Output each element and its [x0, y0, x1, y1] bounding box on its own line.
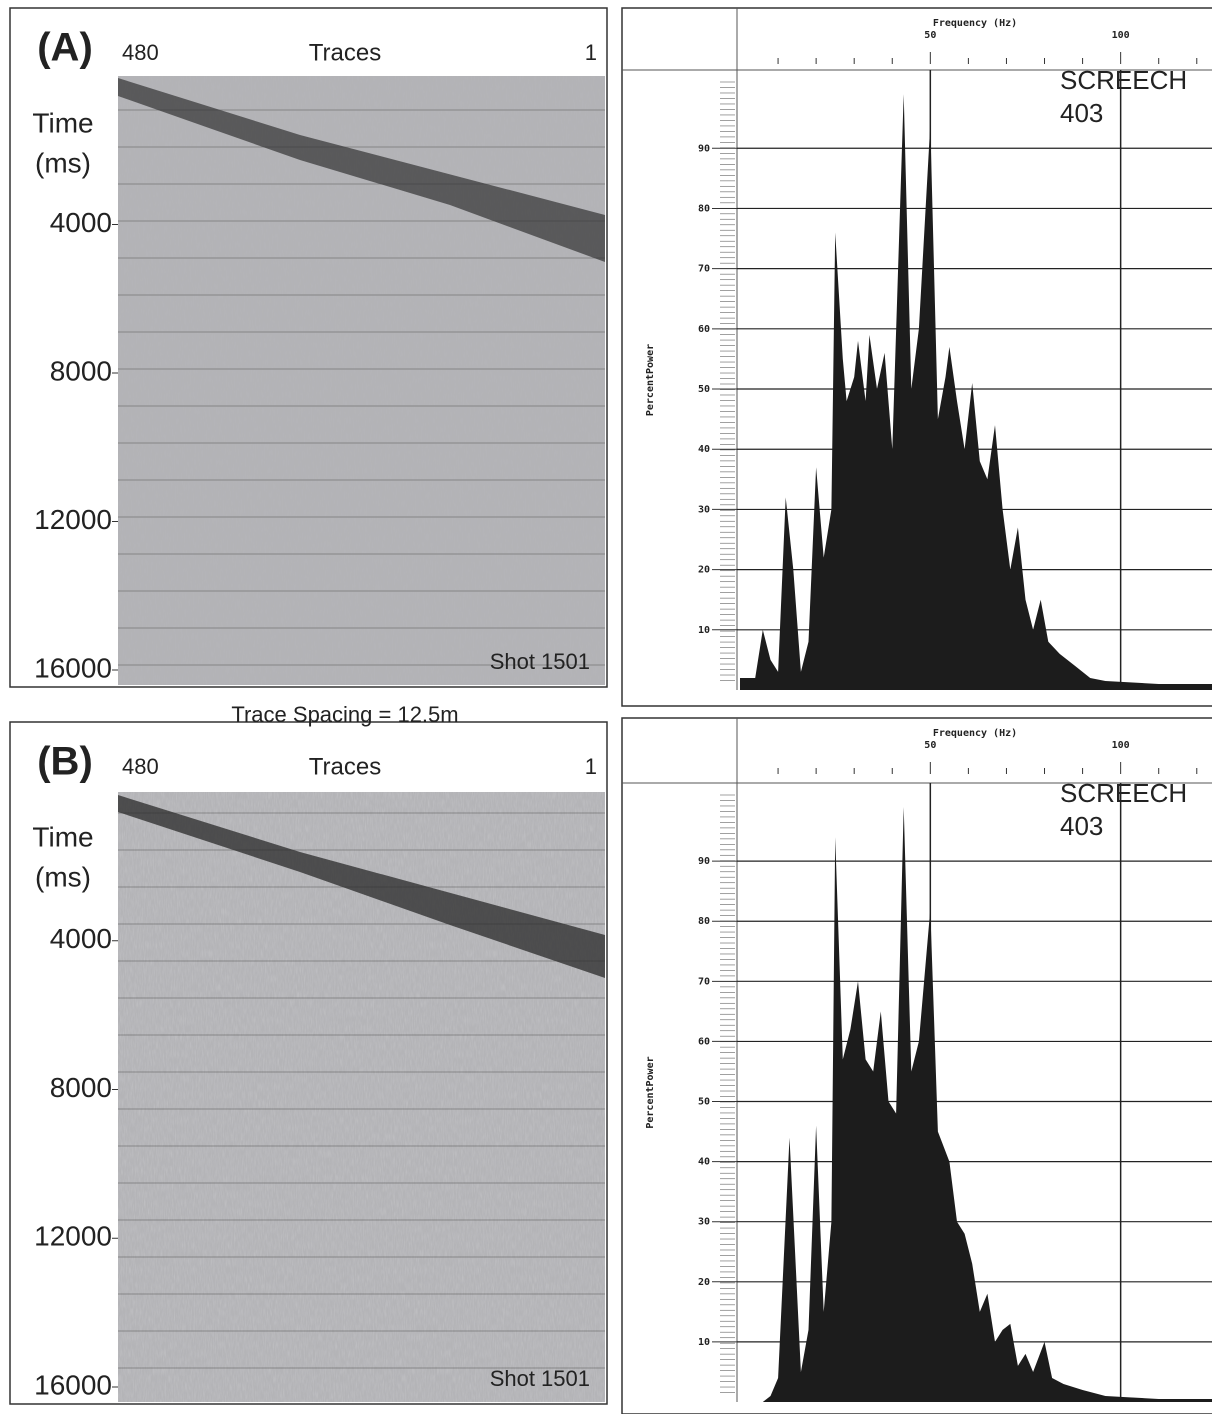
y-tick-label: 12000	[34, 504, 112, 535]
y-tick-label: 70	[698, 264, 710, 275]
shot-label: Shot 1501	[490, 649, 590, 674]
y-tick-label: 16000	[34, 1369, 112, 1400]
trace-start: 480	[122, 754, 159, 779]
y-tick-label: 90	[698, 143, 710, 154]
x-tick-label: 50	[924, 740, 936, 751]
y-tick-label: 90	[698, 856, 710, 867]
time-label: (ms)	[35, 147, 91, 178]
traces-title: Traces	[309, 753, 381, 780]
y-tick-label: 10	[698, 1337, 710, 1348]
y-tick-label: 50	[698, 384, 710, 395]
time-label: Time	[32, 107, 93, 138]
y-tick-label: 8000	[50, 355, 112, 386]
shot-label: Shot 1501	[490, 1366, 590, 1391]
y-tick-label: 60	[698, 1036, 710, 1047]
spectrum-area	[740, 807, 1212, 1402]
panel-label: (B)	[37, 740, 93, 784]
traces-title: Traces	[309, 39, 381, 66]
y-axis-title: PercentPower	[645, 344, 656, 416]
trace-start: 480	[122, 40, 159, 65]
y-tick-label: 50	[698, 1097, 710, 1108]
annotation: SCREECH	[1060, 778, 1187, 808]
y-tick-label: 16000	[34, 652, 112, 683]
y-tick-label: 80	[698, 916, 710, 927]
y-tick-label: 20	[698, 1277, 710, 1288]
y-tick-label: 40	[698, 444, 710, 455]
y-axis-title: PercentPower	[645, 1056, 656, 1128]
y-tick-label: 60	[698, 324, 710, 335]
y-tick-label: 4000	[50, 207, 112, 238]
y-tick-label: 4000	[50, 923, 112, 954]
y-tick-label: 30	[698, 504, 710, 515]
y-tick-label: 8000	[50, 1072, 112, 1103]
trace-end: 1	[585, 40, 597, 65]
annotation: 403	[1060, 98, 1103, 128]
trace-end: 1	[585, 754, 597, 779]
trace-spacing: Trace Spacing = 12.5m	[231, 702, 458, 727]
annotation: 403	[1060, 811, 1103, 841]
y-tick-label: 40	[698, 1157, 710, 1168]
time-label: Time	[32, 821, 93, 852]
time-label: (ms)	[35, 861, 91, 892]
x-tick-label: 50	[924, 30, 936, 41]
y-tick-label: 30	[698, 1217, 710, 1228]
panel-label: (A)	[37, 26, 93, 70]
y-tick-label: 20	[698, 565, 710, 576]
y-tick-label: 10	[698, 625, 710, 636]
x-tick-label: 100	[1112, 740, 1130, 751]
spectrum-area	[740, 94, 1212, 690]
annotation: SCREECH	[1060, 65, 1187, 95]
y-tick-label: 12000	[34, 1221, 112, 1252]
x-axis-title: Frequency (Hz)	[933, 728, 1017, 739]
x-tick-label: 100	[1112, 30, 1130, 41]
y-tick-label: 70	[698, 976, 710, 987]
y-tick-label: 80	[698, 203, 710, 214]
x-axis-title: Frequency (Hz)	[933, 18, 1017, 29]
seismic-art	[9, 7, 608, 1405]
